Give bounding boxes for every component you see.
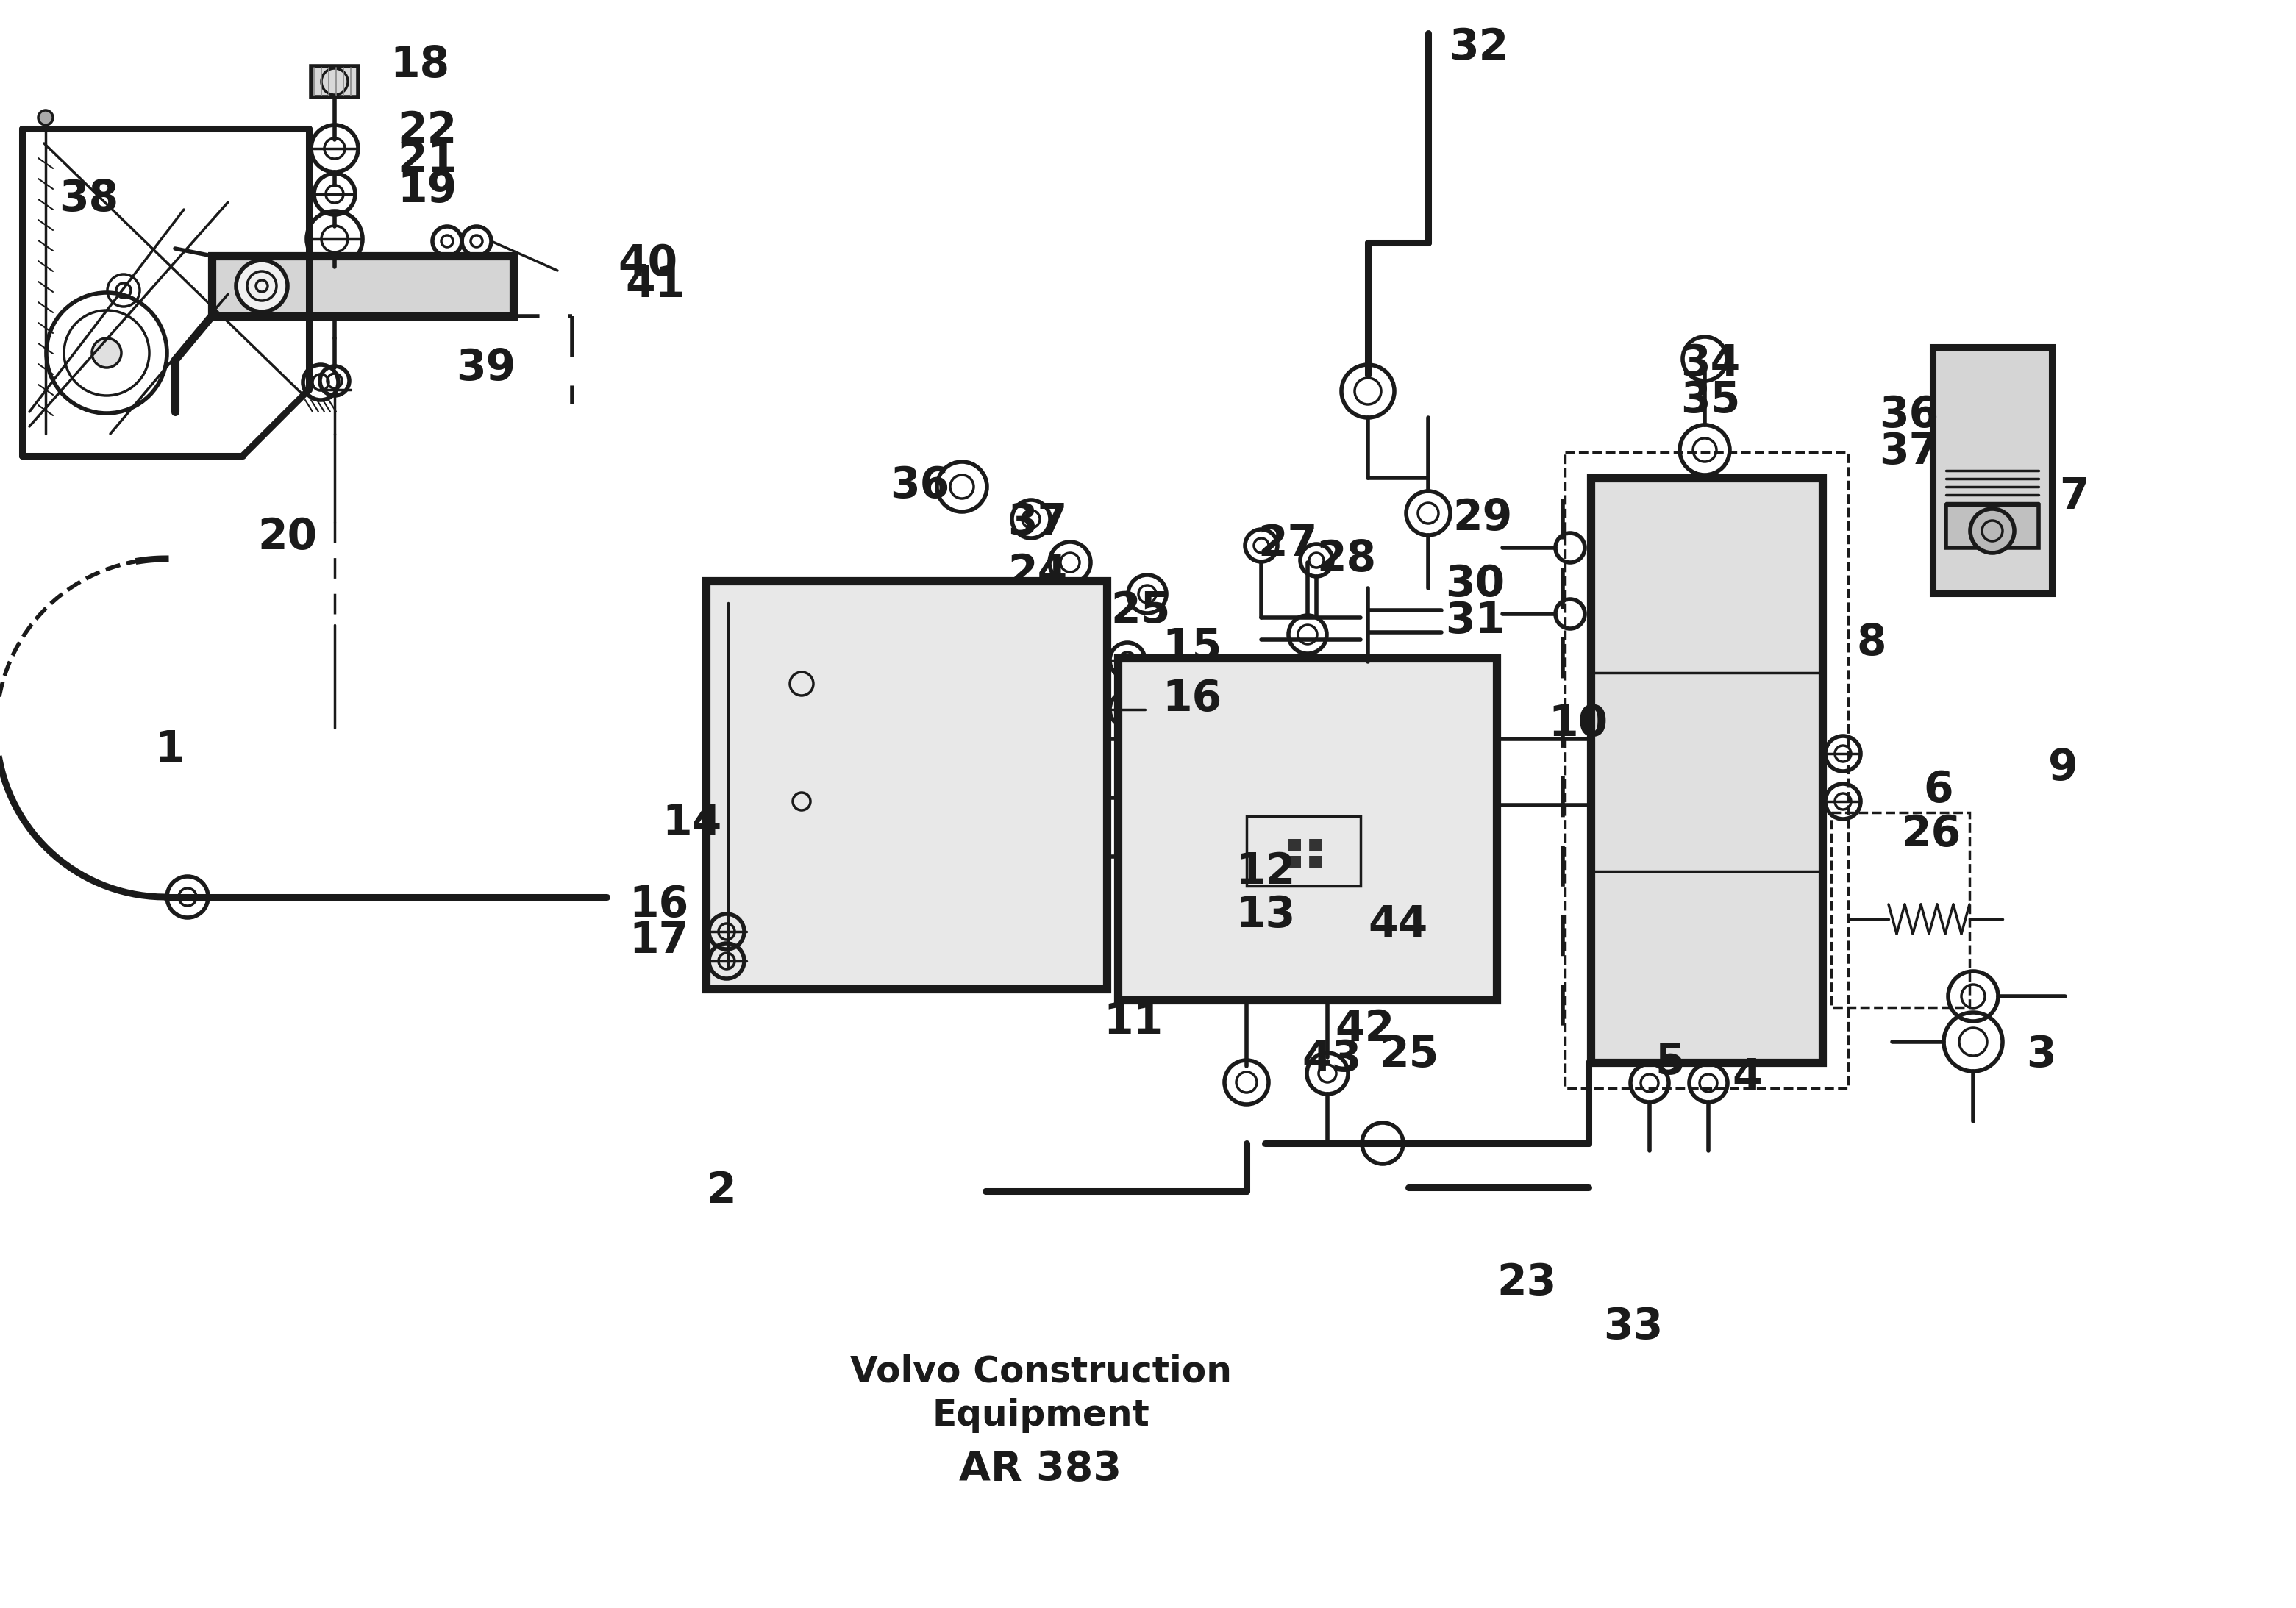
Bar bbox=[705, 580, 1107, 989]
Bar bbox=[1933, 347, 2053, 593]
Text: 22: 22 bbox=[397, 109, 457, 151]
Bar bbox=[211, 256, 514, 317]
Text: 11: 11 bbox=[1102, 1002, 1162, 1044]
Text: 3: 3 bbox=[2025, 1034, 2055, 1076]
Text: 13: 13 bbox=[1235, 894, 1295, 936]
Text: 19: 19 bbox=[397, 169, 457, 211]
Bar bbox=[1118, 658, 1497, 1000]
Bar bbox=[310, 66, 358, 96]
Text: 42: 42 bbox=[1334, 1008, 1394, 1050]
Circle shape bbox=[236, 260, 287, 312]
Text: 17: 17 bbox=[629, 920, 689, 962]
Text: 12: 12 bbox=[1235, 851, 1295, 892]
Circle shape bbox=[92, 338, 122, 368]
Circle shape bbox=[39, 111, 53, 125]
Text: 7: 7 bbox=[2060, 476, 2089, 518]
Text: 10: 10 bbox=[1548, 703, 1607, 745]
Text: 8: 8 bbox=[1857, 622, 1887, 664]
Text: 39: 39 bbox=[457, 347, 517, 389]
Text: 6: 6 bbox=[1924, 770, 1954, 812]
Bar bbox=[1591, 478, 1823, 1063]
Bar bbox=[1933, 347, 2053, 593]
Text: 25: 25 bbox=[1111, 589, 1171, 632]
Bar bbox=[1832, 812, 1970, 1007]
Bar bbox=[1947, 505, 2039, 548]
Text: 29: 29 bbox=[1453, 497, 1513, 539]
Bar bbox=[705, 580, 1107, 989]
Text: 34: 34 bbox=[1681, 343, 1740, 384]
Text: 21: 21 bbox=[397, 140, 457, 182]
Text: 16: 16 bbox=[1162, 677, 1221, 719]
Text: 27: 27 bbox=[1258, 523, 1318, 564]
Text: 40: 40 bbox=[618, 243, 677, 285]
Text: Equipment: Equipment bbox=[932, 1397, 1150, 1433]
Text: 36: 36 bbox=[891, 465, 951, 507]
Text: 5: 5 bbox=[1655, 1042, 1685, 1084]
Text: 24: 24 bbox=[1008, 553, 1068, 595]
Text: 4: 4 bbox=[1731, 1056, 1761, 1098]
Bar bbox=[211, 256, 514, 317]
Text: 9: 9 bbox=[2048, 748, 2078, 790]
Text: 43: 43 bbox=[1302, 1037, 1362, 1079]
Text: 23: 23 bbox=[1497, 1262, 1557, 1304]
Text: ■ ■
■ ■: ■ ■ ■ ■ bbox=[1288, 838, 1322, 868]
Text: 26: 26 bbox=[1901, 814, 1961, 855]
Text: Volvo Construction: Volvo Construction bbox=[850, 1354, 1231, 1389]
Text: 35: 35 bbox=[1681, 379, 1740, 421]
Bar bbox=[1591, 478, 1823, 1063]
Bar bbox=[1247, 817, 1362, 886]
Text: 44: 44 bbox=[1368, 904, 1428, 946]
Text: 18: 18 bbox=[390, 43, 450, 85]
Text: 1: 1 bbox=[154, 728, 184, 770]
Text: 20: 20 bbox=[257, 516, 317, 558]
Text: 30: 30 bbox=[1444, 563, 1504, 606]
Text: 32: 32 bbox=[1449, 27, 1508, 69]
Text: 28: 28 bbox=[1316, 537, 1375, 580]
Text: 41: 41 bbox=[625, 264, 684, 306]
Text: 16: 16 bbox=[629, 883, 689, 925]
Text: AR 383: AR 383 bbox=[960, 1449, 1123, 1489]
Text: 36: 36 bbox=[1878, 394, 1938, 436]
Text: 15: 15 bbox=[1162, 626, 1221, 667]
Text: 31: 31 bbox=[1444, 600, 1504, 642]
Text: 14: 14 bbox=[661, 802, 721, 844]
Text: 37: 37 bbox=[1878, 431, 1938, 473]
Bar bbox=[1566, 452, 1848, 1089]
Text: 38: 38 bbox=[60, 177, 119, 219]
Text: 37: 37 bbox=[1008, 502, 1068, 544]
Text: 2: 2 bbox=[705, 1171, 737, 1212]
Text: 25: 25 bbox=[1380, 1034, 1440, 1076]
Text: 33: 33 bbox=[1603, 1306, 1662, 1348]
Circle shape bbox=[1970, 508, 2014, 553]
Bar bbox=[1118, 658, 1497, 1000]
